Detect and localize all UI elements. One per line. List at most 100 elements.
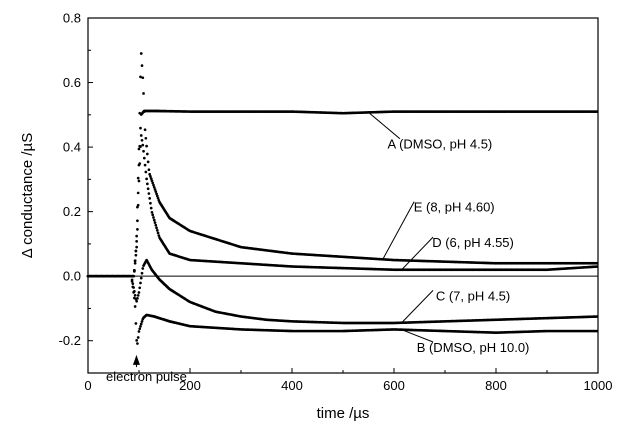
data-point	[146, 187, 150, 191]
data-point	[136, 219, 139, 223]
data-point	[135, 239, 138, 243]
data-point	[146, 152, 149, 156]
series-a: A (DMSO, pH 4.5)	[86, 109, 599, 278]
data-point	[139, 145, 142, 148]
x-tick-label: 400	[281, 378, 303, 393]
data-point	[137, 291, 141, 294]
series-label: E (8, pH 4.60)	[414, 200, 495, 215]
data-point	[132, 291, 135, 294]
y-tick-label: 0.2	[63, 204, 81, 219]
data-point	[140, 271, 144, 275]
data-point	[136, 294, 140, 297]
data-point	[152, 216, 155, 219]
data-point	[151, 213, 155, 217]
data-point	[153, 221, 157, 224]
series-label: A (DMSO, pH 4.5)	[388, 137, 493, 152]
y-tick-label: -0.2	[59, 333, 81, 348]
data-point	[133, 296, 136, 300]
data-point	[151, 181, 155, 185]
data-point	[156, 196, 160, 200]
data-point	[152, 183, 155, 187]
data-point	[154, 223, 158, 227]
leader-line	[401, 236, 434, 271]
data-point	[136, 342, 139, 345]
series-e: E (8, pH 4.60)	[86, 52, 599, 278]
data-point	[139, 281, 142, 285]
series-layer: A (DMSO, pH 4.5) E (8, pH 4.60) D (6, pH 4…	[86, 52, 599, 355]
data-point	[137, 147, 141, 151]
data-point	[141, 143, 145, 147]
data-point	[155, 194, 159, 198]
data-point	[136, 203, 140, 207]
data-point	[138, 327, 142, 331]
data-point	[133, 305, 137, 308]
data-point	[135, 299, 138, 303]
data-point	[139, 126, 142, 130]
data-point	[149, 177, 153, 180]
x-axis: 0 200 400 600 800 1000	[84, 368, 612, 393]
data-point	[138, 162, 142, 165]
data-point	[137, 330, 141, 333]
data-point	[138, 286, 142, 290]
data-point	[133, 259, 137, 263]
data-point	[131, 285, 135, 289]
data-point	[155, 192, 158, 196]
data-point	[135, 234, 138, 238]
data-point	[142, 149, 145, 153]
data-point	[141, 76, 145, 80]
data-point	[136, 336, 140, 339]
data-point	[137, 179, 141, 183]
data-point	[134, 322, 138, 325]
data-point	[140, 320, 144, 323]
y-tick-label: 0.4	[63, 140, 81, 155]
data-point	[155, 226, 158, 230]
x-tick-label: 1000	[584, 378, 613, 393]
series-label: D (6, pH 4.55)	[432, 235, 514, 250]
data-point	[139, 322, 143, 326]
data-point	[152, 218, 156, 222]
data-point	[139, 134, 143, 137]
annotations-layer: electron pulse	[106, 354, 187, 384]
data-point	[139, 52, 143, 55]
series-b: B (DMSO, pH 10.0)	[86, 274, 599, 355]
data-point	[150, 210, 154, 214]
data-point	[154, 190, 158, 193]
data-point	[133, 293, 137, 297]
data-point	[150, 179, 154, 183]
data-point	[136, 228, 139, 231]
leader-line	[401, 290, 434, 324]
data-point	[152, 185, 156, 189]
x-tick-label: 800	[485, 378, 507, 393]
data-point	[153, 188, 157, 191]
pulse-label: electron pulse	[106, 369, 187, 384]
data-point	[155, 229, 159, 232]
series-label: C (7, pH 4.5)	[436, 288, 510, 303]
x-axis-title: time /µs	[317, 405, 370, 422]
data-point	[144, 170, 148, 174]
data-point	[142, 156, 146, 160]
data-point	[135, 245, 138, 249]
data-point	[130, 280, 134, 283]
leader-line	[401, 329, 434, 343]
data-point	[145, 177, 148, 181]
y-tick-label: 0.8	[63, 11, 81, 26]
data-point	[156, 231, 160, 235]
data-point	[141, 267, 145, 270]
data-point	[133, 269, 136, 273]
data-point	[131, 282, 135, 286]
y-tick-label: 0.0	[63, 269, 81, 284]
data-point	[134, 249, 138, 253]
data-point	[143, 163, 147, 167]
data-point	[140, 138, 144, 142]
y-tick-label: 0.6	[63, 75, 81, 90]
data-point	[148, 197, 152, 200]
x-tick-label: 600	[383, 378, 405, 393]
leader-line	[368, 112, 401, 140]
data-point	[136, 176, 140, 180]
data-point	[138, 111, 142, 115]
data-point	[148, 172, 152, 176]
x-tick-label: 200	[179, 378, 201, 393]
data-point	[146, 182, 149, 186]
data-point	[143, 128, 147, 132]
